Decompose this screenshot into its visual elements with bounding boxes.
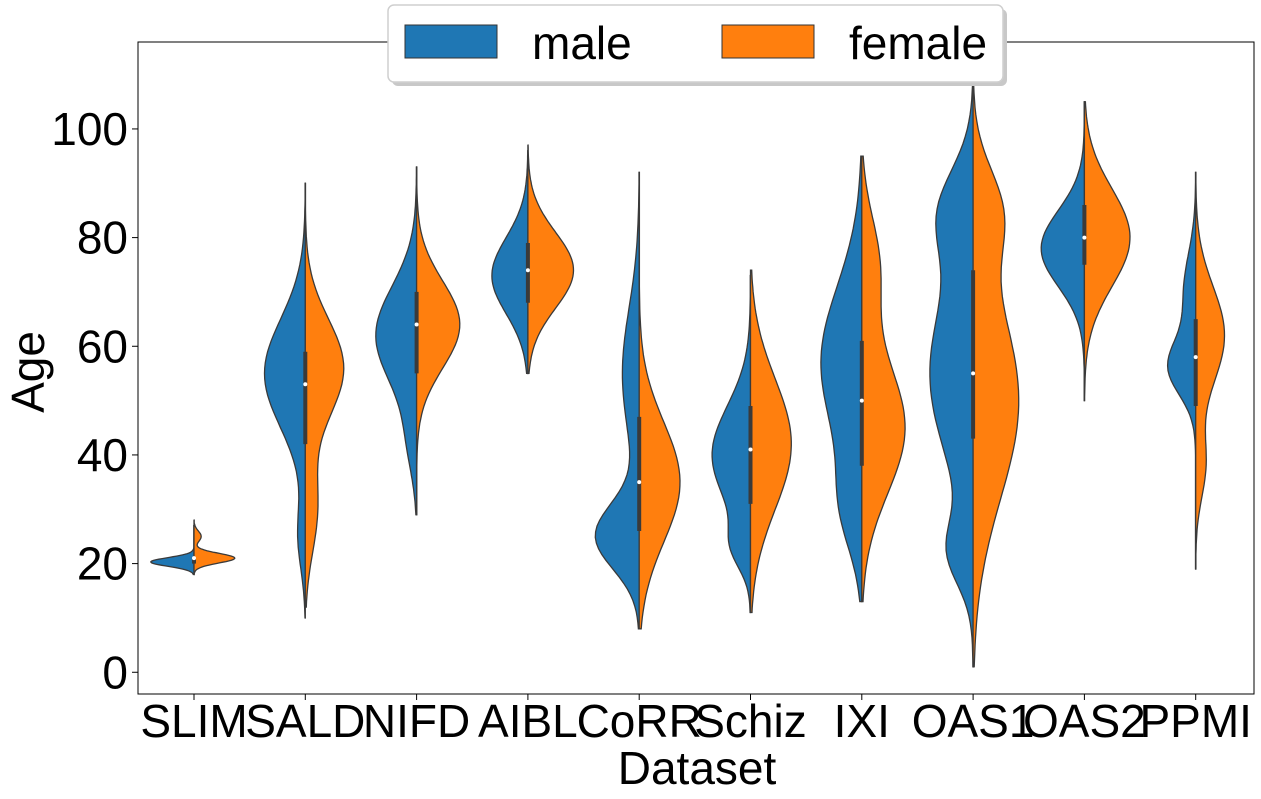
median-marker bbox=[525, 268, 530, 273]
x-axis-title: Dataset bbox=[618, 742, 777, 794]
violin-male-OAS1 bbox=[929, 84, 974, 668]
violin-female-NIFD bbox=[415, 166, 461, 516]
violin-female-SALD bbox=[304, 182, 345, 608]
y-tick-label: 40 bbox=[77, 429, 128, 481]
y-tick-label: 0 bbox=[102, 646, 128, 698]
median-marker bbox=[192, 556, 196, 561]
legend: male female bbox=[387, 4, 1007, 86]
violin-male-OAS2 bbox=[1040, 101, 1086, 402]
median-marker bbox=[1082, 235, 1087, 240]
legend-box bbox=[387, 4, 1004, 83]
median-marker bbox=[748, 447, 753, 452]
y-axis: 0 20 40 60 80 100 bbox=[51, 103, 138, 698]
x-tick-label: PPMI bbox=[1139, 695, 1251, 747]
x-tick-label: SLIM bbox=[140, 695, 247, 747]
violin-male-AIBL bbox=[491, 149, 529, 375]
violin-female-OAS2 bbox=[1083, 101, 1131, 402]
y-axis-title: Age bbox=[2, 331, 54, 413]
x-tick-label: OAS1 bbox=[912, 695, 1035, 747]
violin-male-Schiz bbox=[711, 274, 752, 614]
y-tick-label: 80 bbox=[77, 212, 128, 264]
x-tick-label: NIFD bbox=[363, 695, 470, 747]
legend-label-male: male bbox=[532, 17, 632, 69]
x-tick-label: OAS2 bbox=[1023, 695, 1146, 747]
median-marker bbox=[971, 371, 976, 376]
median-marker bbox=[303, 382, 308, 387]
legend-swatch-female bbox=[721, 24, 815, 59]
median-marker bbox=[859, 398, 864, 403]
violin-male-PPMI bbox=[1166, 171, 1197, 570]
violin-male-CoRR bbox=[594, 171, 640, 630]
x-tick-label: AIBL bbox=[478, 695, 578, 747]
violin-female-IXI bbox=[861, 155, 906, 603]
violin-female-SLIM bbox=[193, 519, 236, 576]
x-tick-label: Schiz bbox=[694, 695, 806, 747]
x-tick-label: CoRR bbox=[577, 695, 702, 747]
legend-label-female: female bbox=[849, 17, 987, 69]
violin-male-SALD bbox=[263, 182, 306, 619]
violin-female-Schiz bbox=[749, 269, 792, 614]
median-marker bbox=[414, 322, 419, 327]
violin-female-AIBL bbox=[527, 144, 575, 375]
x-tick-label: SALD bbox=[245, 695, 365, 747]
violin-female-OAS1 bbox=[972, 84, 1020, 668]
violin-male-NIFD bbox=[375, 166, 418, 516]
violin-female-PPMI bbox=[1195, 171, 1226, 570]
violins-layer bbox=[150, 84, 1226, 668]
median-marker bbox=[637, 480, 642, 485]
legend-swatch-male bbox=[404, 24, 498, 59]
y-tick-label: 20 bbox=[77, 538, 128, 590]
y-tick-label: 60 bbox=[77, 320, 128, 372]
violin-male-IXI bbox=[820, 155, 863, 603]
violin-female-CoRR bbox=[638, 171, 681, 630]
median-marker bbox=[1193, 355, 1198, 360]
y-tick-label: 100 bbox=[51, 103, 128, 155]
violin-male-SLIM bbox=[150, 524, 195, 576]
x-tick-label: IXI bbox=[834, 695, 890, 747]
